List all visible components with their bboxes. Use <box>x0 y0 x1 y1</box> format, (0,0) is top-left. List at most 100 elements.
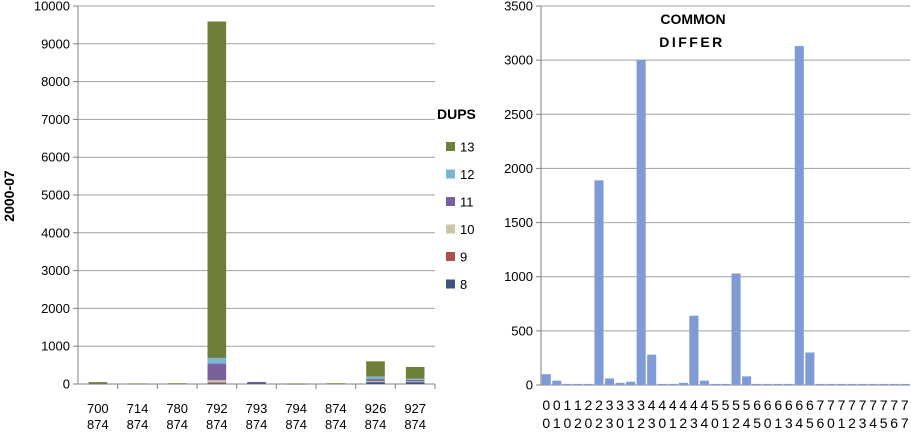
left-x-tick-label: 792 <box>206 401 228 416</box>
right-y-tick-label: 500 <box>511 323 533 338</box>
right-bar <box>541 374 551 385</box>
left-x-tick-label: 874 <box>404 417 426 432</box>
right-x-tick-label: 3 <box>606 415 614 431</box>
right-bar <box>836 383 847 385</box>
right-bar <box>689 315 699 385</box>
right-x-tick-label: 0 <box>542 397 550 413</box>
legend-swatch <box>446 169 455 179</box>
left-y-tick-label: 4000 <box>41 225 70 240</box>
right-x-tick-label: 4 <box>658 397 666 413</box>
left-x-tick-label: 874 <box>325 401 347 416</box>
right-bar <box>900 383 910 385</box>
left-x-tick-label: 794 <box>285 401 307 416</box>
right-x-tick-label: 4 <box>795 415 803 431</box>
left-x-tick-label: 714 <box>127 401 149 416</box>
right-x-tick-label: 6 <box>774 397 782 413</box>
right-x-tick-label: 7 <box>880 397 888 413</box>
right-y-tick-label: 1500 <box>504 215 533 230</box>
left-bar-segment <box>405 366 425 379</box>
legend-label: 12 <box>460 167 474 182</box>
left-y-tick-label: 8000 <box>41 74 70 89</box>
right-bar <box>615 382 625 385</box>
right-x-tick-label: 7 <box>838 397 846 413</box>
left-x-tick-label: 874 <box>87 417 109 432</box>
left-bar-segment <box>405 378 425 380</box>
right-y-tick-label: 1000 <box>504 269 533 284</box>
right-bar <box>889 383 899 385</box>
left-x-tick-label: 926 <box>365 401 387 416</box>
left-x-tick-label: 874 <box>206 417 228 432</box>
right-x-tick-label: 4 <box>869 415 877 431</box>
right-bar <box>847 383 857 385</box>
left-bar-segment <box>366 376 385 380</box>
right-bar <box>594 180 604 385</box>
right-x-tick-label: 6 <box>764 397 772 413</box>
left-bar-segment <box>207 380 227 383</box>
left-bar-segment <box>88 382 108 384</box>
left-bar-segment <box>207 382 227 384</box>
right-x-tick-label: 4 <box>701 415 709 431</box>
left-bar-segment <box>207 21 227 358</box>
left-bar-segment <box>128 383 147 385</box>
right-bar <box>731 273 741 385</box>
legend-label: 11 <box>460 195 474 210</box>
right-x-tick-label: 6 <box>795 397 803 413</box>
left-bar-segment <box>326 383 346 385</box>
right-x-tick-label: 0 <box>585 415 593 431</box>
right-bar <box>678 382 688 385</box>
right-x-tick-label: 4 <box>690 397 698 413</box>
right-x-tick-label: 2 <box>732 415 740 431</box>
left-x-tick-label: 874 <box>246 417 268 432</box>
right-x-tick-label: 3 <box>606 397 614 413</box>
right-x-tick-label: 2 <box>585 397 593 413</box>
left-y-tick-label: 6000 <box>41 150 70 165</box>
left-x-tick-label: 874 <box>365 417 387 432</box>
right-x-tick-label: 0 <box>764 415 772 431</box>
left-bar-segment <box>207 363 227 381</box>
right-x-tick-label: 6 <box>753 397 761 413</box>
right-bar <box>858 383 868 385</box>
left-x-tick-label: 780 <box>166 401 188 416</box>
right-x-tick-label: 7 <box>859 397 867 413</box>
right-x-tick-label: 3 <box>627 397 635 413</box>
right-bar <box>794 46 804 386</box>
right-bar <box>868 383 878 385</box>
right-bar <box>562 383 572 385</box>
left-y-tick-label: 3000 <box>41 263 70 278</box>
right-bar <box>699 380 709 385</box>
right-x-tick-label: 3 <box>648 415 656 431</box>
right-x-tick-label: 1 <box>553 415 561 431</box>
left-x-tick-label: 700 <box>87 401 109 416</box>
right-x-tick-label: 7 <box>901 415 909 431</box>
right-x-tick-label: 4 <box>648 397 656 413</box>
right-x-tick-label: 4 <box>669 397 677 413</box>
right-x-tick-label: 7 <box>848 397 856 413</box>
right-bar <box>668 383 678 385</box>
right-bar <box>604 378 615 385</box>
right-chart-title: COMMON <box>660 11 725 27</box>
right-x-tick-label: 3 <box>785 415 793 431</box>
left-bar-segment <box>247 381 266 384</box>
right-bar <box>763 383 773 385</box>
legend-swatch <box>446 224 455 234</box>
right-x-tick-label: 7 <box>827 397 835 413</box>
right-x-tick-label: 0 <box>616 415 624 431</box>
left-y-tick-label: 1000 <box>41 339 70 354</box>
right-x-tick-label: 7 <box>816 397 824 413</box>
right-x-tick-label: 3 <box>616 397 624 413</box>
left-bar-segment <box>366 382 385 384</box>
legend-swatch <box>446 197 455 206</box>
right-bar <box>815 383 825 385</box>
right-bar <box>752 383 762 385</box>
left-y-tick-label: 0 <box>63 377 70 392</box>
right-bar <box>647 354 657 385</box>
right-x-tick-label: 2 <box>679 415 687 431</box>
right-x-tick-label: 1 <box>563 397 571 413</box>
left-bar-segment <box>247 383 266 384</box>
right-x-tick-label: 2 <box>637 415 645 431</box>
right-bar <box>805 352 815 385</box>
right-bar <box>552 380 562 385</box>
left-x-tick-label: 874 <box>285 417 307 432</box>
